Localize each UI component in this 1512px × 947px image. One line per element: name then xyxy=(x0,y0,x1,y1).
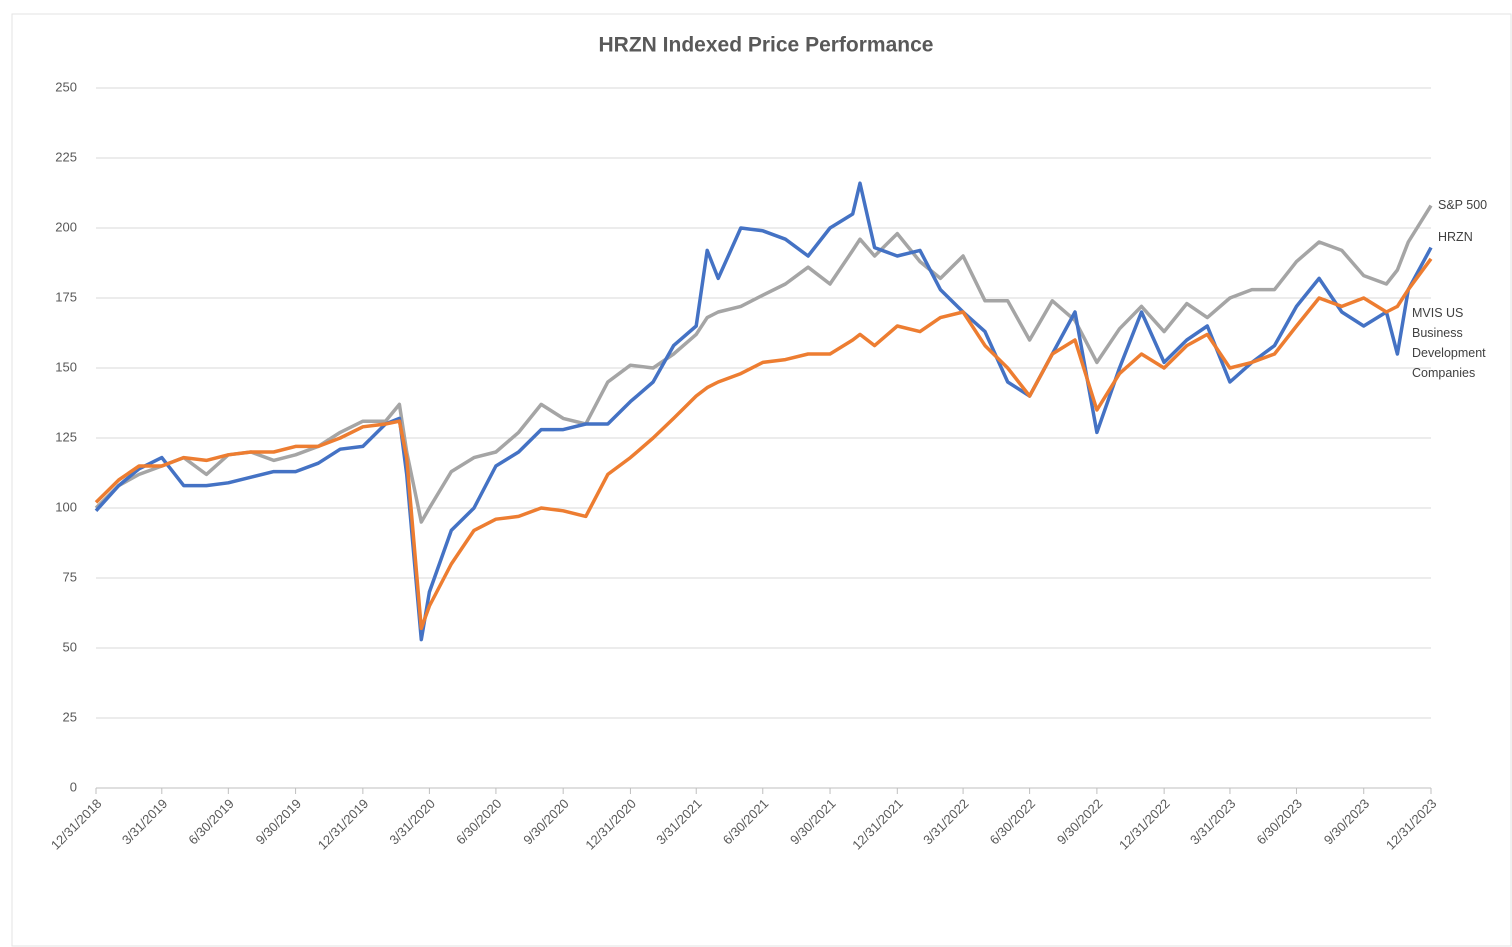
series-label-box: MVIS US Business Development Companies xyxy=(1412,306,1486,380)
series-line xyxy=(94,257,1433,631)
series-label: S&P 500 xyxy=(1438,198,1488,212)
chart-title: HRZN Indexed Price Performance xyxy=(599,34,934,57)
y-tick-label: 50 xyxy=(63,639,77,654)
series-label-box: S&P 500 xyxy=(1438,198,1488,212)
y-tick-label: 175 xyxy=(55,289,77,304)
y-tick-label: 125 xyxy=(55,429,77,444)
y-tick-label: 200 xyxy=(55,219,77,234)
series-label: HRZN xyxy=(1438,230,1473,244)
y-tick-label: 75 xyxy=(63,569,77,584)
chart-frame xyxy=(11,13,1512,947)
y-tick-label: 250 xyxy=(55,79,77,94)
y-tick-label: 25 xyxy=(63,709,77,724)
series-label: MVIS US Business Development Companies xyxy=(1412,306,1486,380)
y-tick-label: 150 xyxy=(55,359,77,374)
series-label-box: HRZN xyxy=(1438,230,1473,244)
series-line xyxy=(94,204,1433,524)
y-tick-label: 100 xyxy=(55,499,77,514)
y-tick-label: 0 xyxy=(70,779,77,794)
y-tick-label: 225 xyxy=(55,149,77,164)
series-line xyxy=(94,181,1433,642)
